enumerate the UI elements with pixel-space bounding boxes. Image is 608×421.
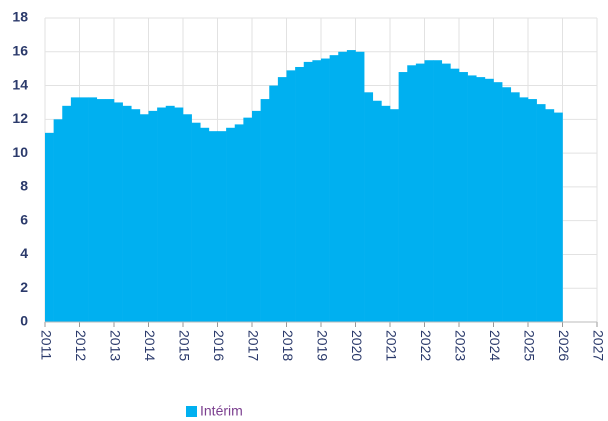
bar bbox=[484, 78, 494, 322]
y-tick-label: 16 bbox=[12, 42, 28, 58]
bar bbox=[234, 124, 244, 323]
bar bbox=[381, 105, 391, 322]
bar bbox=[45, 132, 54, 322]
bar bbox=[208, 131, 218, 322]
x-tick-label: 2013 bbox=[107, 330, 123, 361]
bar bbox=[528, 99, 537, 322]
y-tick-label: 4 bbox=[20, 245, 28, 261]
bar bbox=[200, 127, 210, 323]
bar bbox=[346, 50, 356, 322]
bar bbox=[510, 92, 520, 322]
bar bbox=[295, 66, 305, 322]
x-tick-label: 2024 bbox=[487, 330, 503, 361]
bar bbox=[88, 97, 98, 322]
x-tick-label: 2016 bbox=[211, 330, 227, 361]
y-tick-label: 6 bbox=[20, 211, 28, 227]
y-tick-label: 0 bbox=[20, 313, 28, 329]
bar bbox=[157, 107, 167, 322]
bar bbox=[407, 65, 417, 323]
bar bbox=[338, 51, 348, 323]
bar bbox=[269, 85, 279, 322]
bar bbox=[183, 114, 192, 323]
x-tick-label: 2012 bbox=[73, 330, 89, 361]
bar bbox=[329, 55, 339, 323]
bar bbox=[312, 60, 322, 322]
bar bbox=[303, 61, 313, 323]
bar bbox=[79, 97, 89, 322]
y-tick-label: 8 bbox=[20, 178, 28, 194]
y-tick-label: 14 bbox=[12, 76, 28, 92]
bar bbox=[286, 70, 296, 322]
bar bbox=[165, 105, 175, 322]
bar bbox=[252, 110, 261, 322]
bar bbox=[372, 100, 382, 322]
x-tick-label: 2021 bbox=[383, 330, 399, 361]
x-tick-label: 2018 bbox=[280, 330, 296, 361]
bar bbox=[364, 92, 374, 322]
bar bbox=[355, 51, 365, 323]
x-tick-label: 2015 bbox=[176, 330, 192, 361]
bar bbox=[433, 60, 443, 322]
y-tick-label: 10 bbox=[12, 144, 28, 160]
bar bbox=[467, 75, 477, 322]
bar bbox=[148, 110, 158, 322]
x-tick-label: 2014 bbox=[142, 330, 158, 361]
bar bbox=[277, 77, 287, 322]
bar bbox=[122, 105, 132, 322]
bar bbox=[243, 117, 253, 323]
y-tick-label: 18 bbox=[12, 9, 28, 25]
legend-swatch bbox=[186, 406, 197, 417]
bar bbox=[502, 87, 512, 322]
bar bbox=[390, 109, 399, 322]
bar bbox=[441, 63, 451, 322]
bar bbox=[415, 63, 425, 322]
x-tick-label: 2019 bbox=[314, 330, 330, 361]
y-tick-label: 12 bbox=[12, 110, 28, 126]
bar bbox=[226, 127, 236, 323]
bar bbox=[519, 97, 529, 322]
bar bbox=[53, 119, 63, 322]
x-tick-label: 2027 bbox=[590, 330, 606, 361]
bar bbox=[459, 72, 468, 323]
x-tick-label: 2017 bbox=[245, 330, 261, 361]
legend-label: Intérim bbox=[200, 403, 243, 419]
x-tick-label: 2022 bbox=[418, 330, 434, 361]
bar bbox=[476, 77, 486, 322]
bar bbox=[450, 68, 460, 323]
bar bbox=[96, 99, 106, 322]
bar bbox=[131, 109, 141, 322]
x-tick-label: 2023 bbox=[452, 330, 468, 361]
x-tick-label: 2020 bbox=[349, 330, 365, 361]
bar bbox=[493, 82, 503, 322]
bar bbox=[536, 104, 546, 322]
bar bbox=[545, 109, 555, 322]
bar bbox=[217, 131, 227, 322]
bar bbox=[321, 58, 330, 323]
x-tick-label: 2026 bbox=[556, 330, 572, 361]
bar bbox=[553, 112, 563, 322]
bar bbox=[398, 72, 408, 323]
x-tick-label: 2025 bbox=[521, 330, 537, 361]
y-tick-label: 2 bbox=[20, 279, 28, 295]
bar bbox=[424, 60, 434, 322]
bar bbox=[70, 97, 80, 322]
x-tick-label: 2011 bbox=[38, 330, 54, 360]
bar bbox=[191, 122, 201, 322]
bar bbox=[114, 102, 123, 322]
bar bbox=[260, 99, 270, 322]
bar bbox=[139, 114, 149, 323]
bar bbox=[174, 107, 184, 322]
bar bbox=[105, 99, 115, 322]
bar bbox=[62, 105, 72, 322]
